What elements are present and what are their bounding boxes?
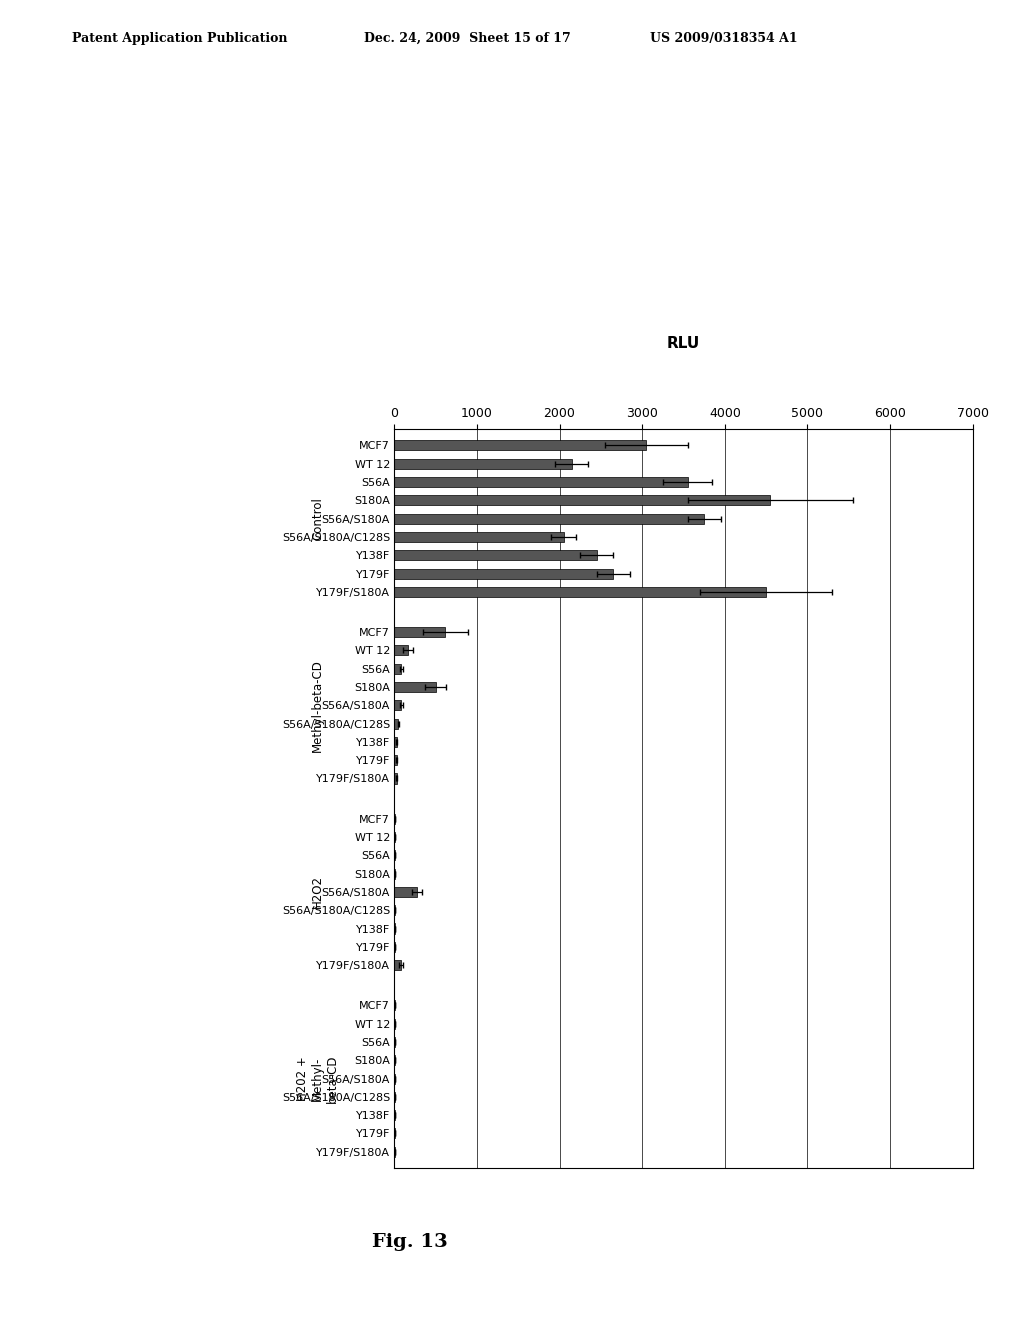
- Bar: [394, 774, 396, 784]
- Bar: [394, 887, 417, 898]
- Text: H202 +
Methyl-
beta-CD: H202 + Methyl- beta-CD: [296, 1055, 339, 1102]
- Bar: [394, 700, 401, 710]
- Bar: [394, 459, 572, 469]
- Text: US 2009/0318354 A1: US 2009/0318354 A1: [650, 32, 798, 45]
- Bar: [394, 755, 396, 766]
- Text: Fig. 13: Fig. 13: [372, 1233, 447, 1251]
- Bar: [394, 532, 563, 543]
- Bar: [394, 441, 646, 450]
- Bar: [394, 718, 398, 729]
- Bar: [394, 682, 435, 692]
- Bar: [394, 550, 597, 560]
- Bar: [394, 627, 445, 638]
- Bar: [394, 495, 770, 506]
- Text: RLU: RLU: [667, 335, 700, 351]
- Text: Patent Application Publication: Patent Application Publication: [72, 32, 287, 45]
- Text: Dec. 24, 2009  Sheet 15 of 17: Dec. 24, 2009 Sheet 15 of 17: [364, 32, 570, 45]
- Bar: [394, 645, 409, 656]
- Bar: [394, 737, 396, 747]
- Text: Control: Control: [311, 498, 324, 540]
- Text: H2O2: H2O2: [311, 875, 324, 908]
- Bar: [394, 960, 400, 970]
- Bar: [394, 664, 401, 673]
- Bar: [394, 587, 766, 597]
- Text: Methyl-beta-CD: Methyl-beta-CD: [311, 659, 324, 751]
- Bar: [394, 477, 688, 487]
- Bar: [394, 569, 613, 578]
- Bar: [394, 513, 705, 524]
